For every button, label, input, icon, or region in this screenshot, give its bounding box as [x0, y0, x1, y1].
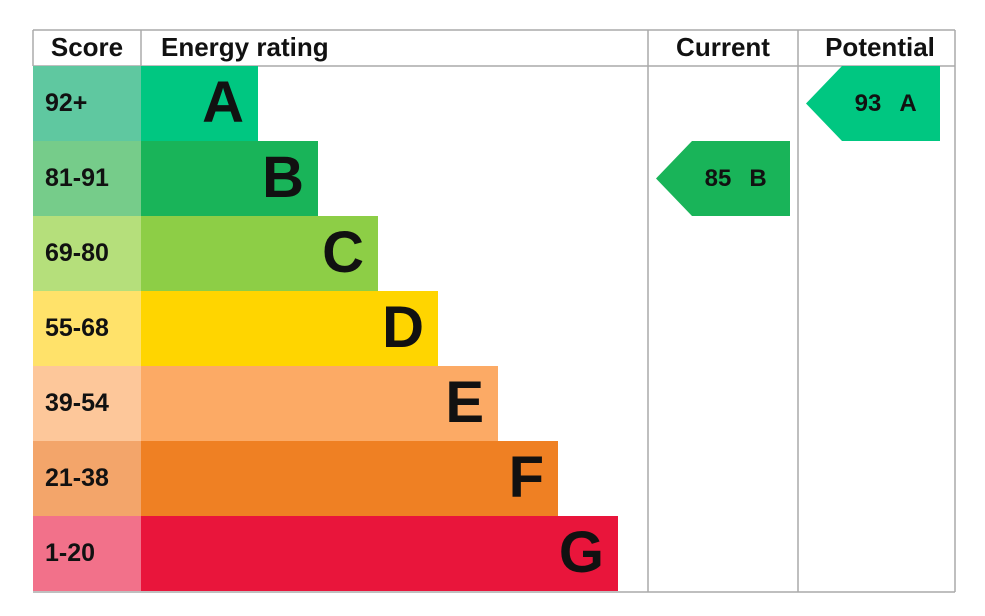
score-label: 81-91	[45, 164, 109, 192]
potential-value: 93	[855, 90, 882, 117]
header: Score	[51, 32, 123, 62]
rating-letter: C	[322, 220, 364, 285]
score-cell	[33, 366, 141, 441]
current-arrow	[656, 141, 790, 216]
score-label: 55-68	[45, 314, 109, 342]
rating-bar	[141, 141, 318, 216]
rating-letter: F	[509, 445, 544, 510]
score-cell	[33, 66, 141, 141]
rating-bar	[141, 291, 438, 366]
rating-letter: A	[202, 70, 244, 135]
header: Current	[676, 32, 770, 62]
score-label: 69-80	[45, 239, 109, 267]
current-value: 85	[705, 165, 732, 192]
header: Potential	[825, 32, 935, 62]
score-cell	[33, 141, 141, 216]
rating-letter: G	[559, 520, 604, 585]
potential-letter: A	[899, 90, 916, 117]
score-label: 21-38	[45, 464, 109, 492]
rating-letter: D	[382, 295, 424, 360]
score-label: 1-20	[45, 539, 95, 567]
score-label: 39-54	[45, 389, 109, 417]
rating-bar	[141, 366, 498, 441]
rating-bar	[141, 216, 378, 291]
current-letter: B	[749, 165, 766, 192]
score-label: 92+	[45, 89, 87, 117]
rating-bar	[141, 66, 258, 141]
rating-letter: E	[445, 370, 484, 435]
potential-arrow	[806, 66, 940, 141]
score-cell	[33, 441, 141, 516]
score-cell	[33, 516, 141, 591]
rating-bar	[141, 441, 558, 516]
rating-letter: B	[262, 145, 304, 210]
score-cell	[33, 216, 141, 291]
rating-bar	[141, 516, 618, 591]
score-cell	[33, 291, 141, 366]
header: Energy rating	[161, 32, 329, 62]
